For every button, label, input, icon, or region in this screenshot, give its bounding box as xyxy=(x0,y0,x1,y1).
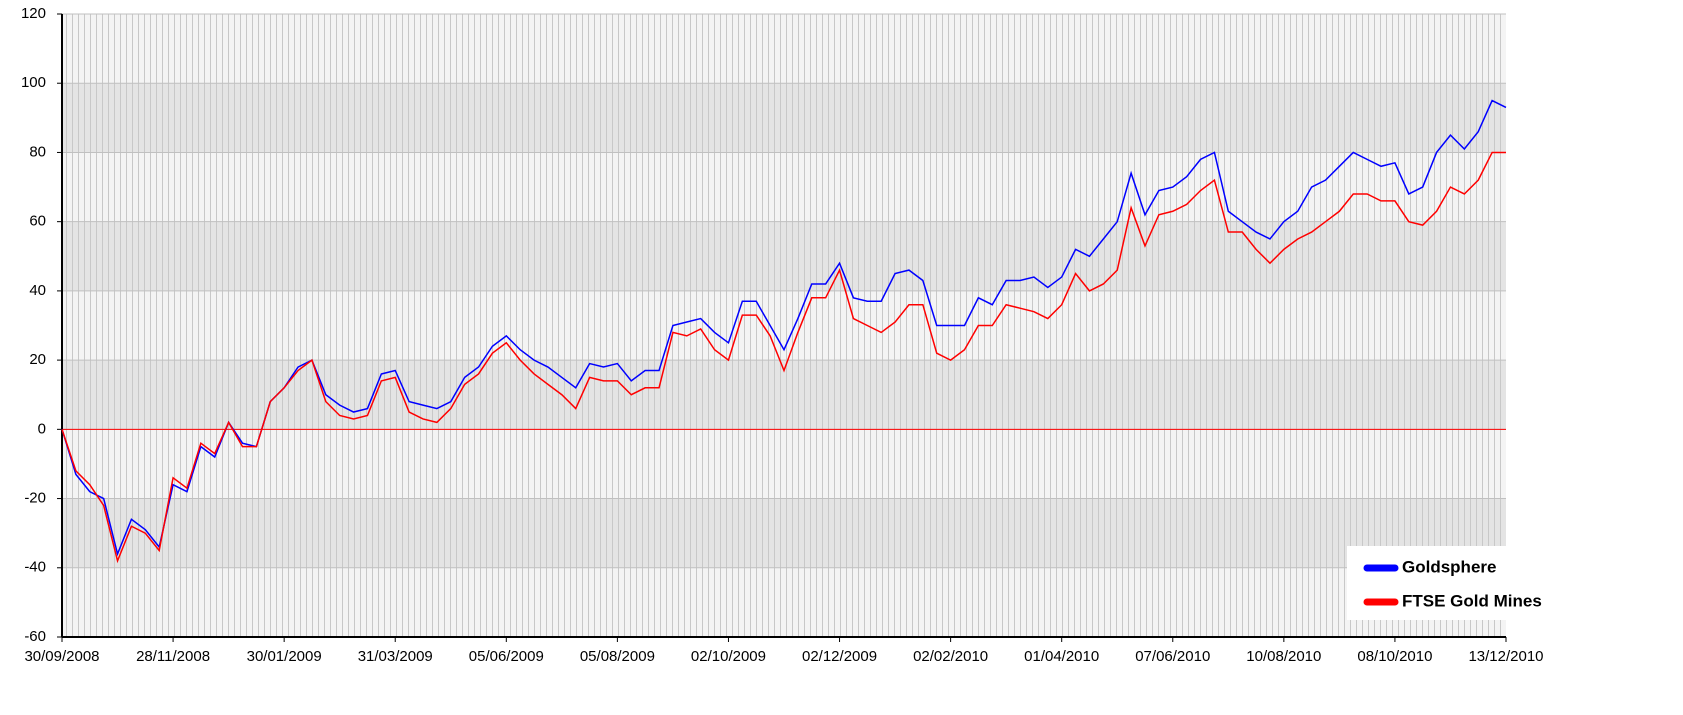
x-tick-label: 08/10/2010 xyxy=(1357,648,1432,665)
vertical-stripes xyxy=(62,14,1506,637)
y-tick-label: -20 xyxy=(24,490,46,507)
y-tick-label: -60 xyxy=(24,628,46,645)
x-tick-label: 30/09/2008 xyxy=(24,648,99,665)
legend-label: Goldsphere xyxy=(1402,557,1496,576)
legend-label: FTSE Gold Mines xyxy=(1402,591,1542,610)
y-tick-label: 20 xyxy=(29,351,46,368)
x-tick-label: 10/08/2010 xyxy=(1246,648,1321,665)
x-tick-label: 02/12/2009 xyxy=(802,648,877,665)
y-tick-label: 60 xyxy=(29,213,46,230)
x-tick-label: 02/02/2010 xyxy=(913,648,988,665)
y-tick-label: 0 xyxy=(38,420,46,437)
series-line xyxy=(61,151,1506,564)
y-tick-label: 40 xyxy=(29,282,46,299)
series-line xyxy=(61,99,1507,557)
x-tick-label: 13/12/2010 xyxy=(1468,648,1543,665)
x-tick-label: 30/01/2009 xyxy=(247,648,322,665)
x-tick-label: 01/04/2010 xyxy=(1024,648,1099,665)
x-tick-label: 05/08/2009 xyxy=(580,648,655,665)
x-tick-label: 02/10/2009 xyxy=(691,648,766,665)
legend-box xyxy=(1347,546,1555,620)
x-tick-label: 31/03/2009 xyxy=(358,648,433,665)
x-tick-label: 05/06/2009 xyxy=(469,648,544,665)
y-tick-label: -40 xyxy=(24,559,46,576)
x-tick-label: 07/06/2010 xyxy=(1135,648,1210,665)
x-tick-label: 28/11/2008 xyxy=(136,648,210,665)
y-tick-label: 100 xyxy=(21,74,46,91)
y-tick-label: 120 xyxy=(21,5,46,22)
y-tick-label: 80 xyxy=(29,143,46,160)
